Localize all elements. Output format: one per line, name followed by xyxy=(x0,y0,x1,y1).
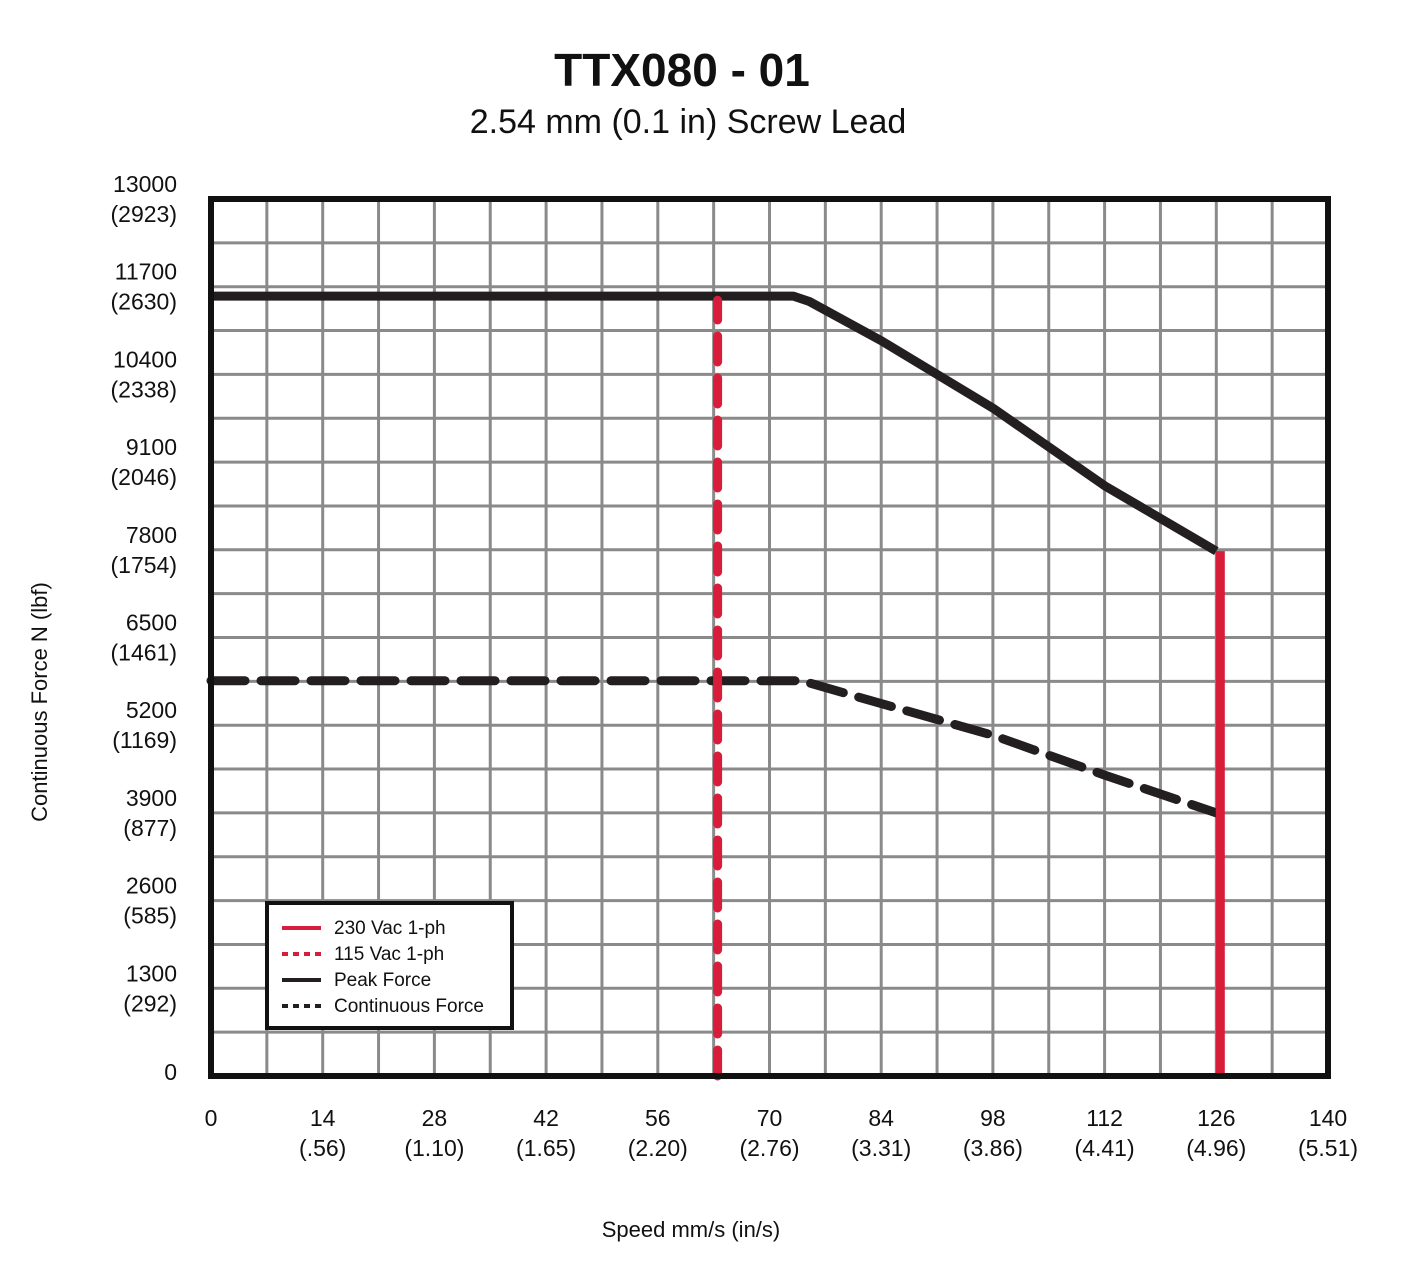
y-axis-ticks: 0 1300 (292) 2600 (585) 3900 (877) 5200 (1169) 65… xyxy=(111,171,177,1085)
y-tick-sublabel: (2338) xyxy=(111,376,177,402)
y-tick-label: 9100 xyxy=(126,434,177,460)
x-tick-sublabel: (1.65) xyxy=(516,1135,576,1161)
x-tick-label: 0 xyxy=(205,1105,218,1131)
legend-label: 230 Vac 1-ph xyxy=(334,918,446,939)
y-tick-sublabel: (1461) xyxy=(111,640,177,666)
x-tick-label: 70 xyxy=(757,1105,783,1131)
y-tick-label: 5200 xyxy=(126,697,177,723)
x-tick-label: 98 xyxy=(980,1105,1006,1131)
legend-label: 115 Vac 1-ph xyxy=(334,944,444,965)
x-tick-label: 14 xyxy=(310,1105,336,1131)
y-tick-label: 2600 xyxy=(126,873,177,899)
y-tick-sublabel: (292) xyxy=(123,990,177,1016)
x-tick-sublabel: (3.31) xyxy=(851,1135,911,1161)
x-tick-label: 84 xyxy=(868,1105,894,1131)
y-tick-label: 13000 xyxy=(113,171,177,197)
legend: 230 Vac 1-ph 115 Vac 1-ph Peak Force Contin… xyxy=(265,901,514,1030)
x-tick-sublabel: (4.41) xyxy=(1075,1135,1135,1161)
y-tick-sublabel: (2630) xyxy=(111,289,177,315)
x-tick-sublabel: (2.20) xyxy=(628,1135,688,1161)
y-tick-sublabel: (877) xyxy=(123,815,177,841)
y-tick-label: 10400 xyxy=(113,346,177,372)
y-tick-label: 11700 xyxy=(115,259,177,285)
x-tick-sublabel: (2.76) xyxy=(739,1135,799,1161)
series-line-continuous-force xyxy=(206,676,1221,818)
x-tick-label: 112 xyxy=(1086,1105,1123,1131)
y-tick-sublabel: (585) xyxy=(123,903,177,929)
y-tick-label: 1300 xyxy=(126,960,177,986)
x-axis-ticks: 0 14 (.56) 28 (1.10) 42 (1.65) 56 (2.20) 70 (2.76)… xyxy=(205,1105,1358,1161)
series-layer xyxy=(206,291,1225,1081)
x-tick-sublabel: (5.51) xyxy=(1298,1135,1358,1161)
y-tick-label: 0 xyxy=(164,1059,177,1085)
legend-label: Peak Force xyxy=(334,970,431,991)
y-axis-label: Continuous Force N (lbf) xyxy=(27,582,52,822)
y-tick-sublabel: (2923) xyxy=(111,201,177,227)
x-axis-label: Speed mm/s (in/s) xyxy=(602,1217,781,1242)
y-tick-label: 3900 xyxy=(126,785,177,811)
y-tick-sublabel: (2046) xyxy=(111,464,177,490)
plot-frame xyxy=(208,196,1331,1079)
y-tick-label: 7800 xyxy=(126,522,177,548)
y-tick-label: 6500 xyxy=(126,610,177,636)
x-tick-sublabel: (.56) xyxy=(299,1135,346,1161)
chart-title: TTX080 - 01 xyxy=(554,44,810,96)
series-line-peak-force xyxy=(211,291,1219,555)
legend-label: Continuous Force xyxy=(334,996,484,1017)
y-tick-sublabel: (1169) xyxy=(112,727,177,753)
x-tick-sublabel: (4.96) xyxy=(1186,1135,1246,1161)
x-tick-label: 42 xyxy=(533,1105,559,1131)
x-tick-label: 126 xyxy=(1197,1105,1235,1131)
y-tick-sublabel: (1754) xyxy=(111,552,177,578)
x-tick-label: 56 xyxy=(645,1105,671,1131)
x-tick-sublabel: (3.86) xyxy=(963,1135,1023,1161)
x-tick-sublabel: (1.10) xyxy=(404,1135,464,1161)
x-tick-label: 28 xyxy=(422,1105,448,1131)
x-tick-label: 140 xyxy=(1309,1105,1347,1131)
chart-subtitle: 2.54 mm (0.1 in) Screw Lead xyxy=(470,103,907,141)
